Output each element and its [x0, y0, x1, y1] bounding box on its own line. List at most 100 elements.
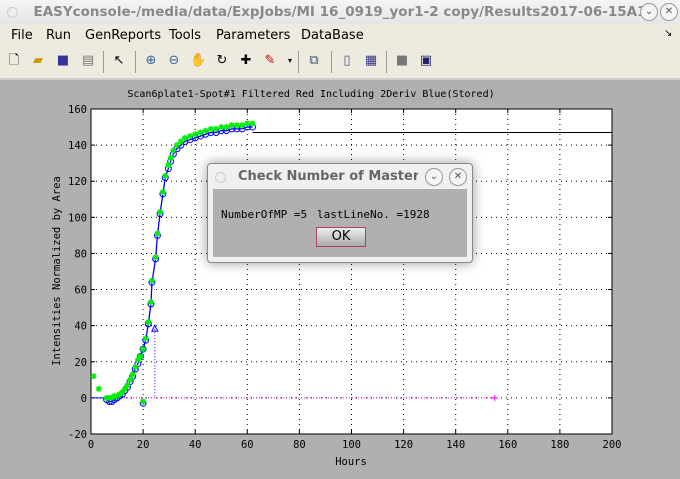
star-point	[197, 129, 204, 136]
minimize-button[interactable]: ⌄	[640, 3, 658, 21]
toolbar: 🗋 ▰ ■ ▤ ↖ ⊕ ⊖ ✋ ↻ ✚ ✎ ▾ ⧉ ▯ ▦ ■ ▣	[0, 46, 680, 80]
star-point	[142, 335, 149, 342]
star-point	[152, 254, 159, 261]
brush-dropdown-icon[interactable]: ▾	[287, 56, 292, 65]
show-plot-icon[interactable]: ▣	[419, 53, 433, 68]
star-point	[167, 154, 174, 161]
link-icon[interactable]: ⧉	[309, 53, 319, 68]
star-point	[137, 353, 144, 360]
star-point	[116, 391, 123, 398]
star-point	[127, 376, 134, 383]
star-point	[202, 127, 209, 134]
print-icon[interactable]: ▤	[81, 53, 95, 68]
star-point	[218, 124, 225, 131]
y-tick-label: -20	[68, 429, 87, 441]
number-of-mp-text: NumberOfMP =5	[221, 208, 308, 221]
check-master-plates-dialog: Check Number of Master Plates ⌄ ✕ Number…	[207, 163, 473, 263]
star-point	[159, 189, 166, 196]
dialog-title: Check Number of Master Plates	[238, 169, 418, 184]
new-file-icon[interactable]: 🗋	[8, 53, 20, 68]
y-tick-label: 40	[74, 321, 87, 333]
x-tick-label: 120	[394, 439, 413, 451]
star-point	[129, 371, 136, 378]
star-point	[249, 120, 256, 127]
star-point	[181, 134, 188, 141]
star-point	[173, 142, 180, 149]
dialog-menu-icon[interactable]	[215, 172, 226, 183]
star-point	[140, 346, 147, 353]
data-cursor-icon[interactable]: ✚	[240, 53, 252, 68]
menu-file[interactable]: File	[11, 28, 33, 43]
star-point	[192, 131, 199, 138]
y-tick-label: 160	[68, 104, 87, 116]
dialog-close-button[interactable]: ✕	[449, 168, 467, 186]
y-tick-label: 80	[74, 248, 87, 260]
star-point	[233, 122, 240, 129]
star-point	[148, 277, 155, 284]
star-point	[147, 299, 154, 306]
star-point	[162, 172, 169, 179]
title-bar: EASYconsole-/media/data/ExpJobs/MI 16_09…	[0, 0, 680, 24]
menu-parameters[interactable]: Parameters	[216, 28, 291, 43]
star-point	[186, 133, 193, 140]
x-tick-label: 0	[88, 439, 94, 451]
star-point	[207, 125, 214, 132]
star-point	[90, 373, 97, 380]
window-title: EASYconsole-/media/data/ExpJobs/MI 16_09…	[33, 4, 647, 20]
y-tick-label: 20	[74, 357, 87, 369]
inflection-marker	[151, 324, 159, 332]
hide-plot-icon[interactable]: ■	[395, 53, 409, 68]
star-point	[95, 385, 102, 392]
x-tick-label: 200	[603, 439, 622, 451]
star-point	[114, 393, 121, 400]
window-menu-icon[interactable]	[7, 7, 18, 18]
star-point	[165, 161, 172, 168]
y-tick-label: 140	[68, 140, 87, 152]
x-tick-label: 20	[137, 439, 150, 451]
close-button[interactable]: ✕	[660, 3, 678, 21]
last-line-text: lastLineNo. =1928	[317, 208, 430, 221]
open-folder-icon[interactable]: ▰	[33, 53, 43, 68]
x-tick-label: 60	[241, 439, 254, 451]
star-point	[177, 138, 184, 145]
save-icon[interactable]: ■	[56, 53, 70, 68]
star-point	[140, 398, 147, 405]
y-tick-label: 100	[68, 212, 87, 224]
menu-tools[interactable]: Tools	[169, 28, 202, 43]
menu-run[interactable]: Run	[46, 28, 71, 43]
star-point	[228, 122, 235, 129]
pointer-icon[interactable]: ↖	[113, 53, 125, 68]
ok-button[interactable]: OK	[316, 227, 366, 247]
pan-hand-icon[interactable]: ✋	[190, 53, 207, 68]
menu-genreports[interactable]: GenReports	[85, 28, 162, 43]
star-point	[157, 208, 164, 215]
dialog-minimize-button[interactable]: ⌄	[425, 168, 443, 186]
colorbar-icon[interactable]: ▯	[343, 53, 351, 68]
star-point	[223, 124, 230, 131]
zoom-out-icon[interactable]: ⊖	[168, 53, 180, 68]
x-tick-label: 160	[498, 439, 517, 451]
legend-icon[interactable]: ▦	[364, 53, 378, 68]
star-point	[119, 389, 126, 396]
baseline-end-marker	[491, 394, 498, 401]
x-tick-label: 180	[550, 439, 569, 451]
undock-icon[interactable]: ↘	[664, 28, 673, 39]
star-point	[124, 382, 131, 389]
star-point	[170, 147, 177, 154]
star-point	[213, 125, 220, 132]
star-point	[145, 319, 152, 326]
rotate-icon[interactable]: ↻	[216, 53, 228, 68]
star-point	[244, 120, 251, 127]
zoom-in-icon[interactable]: ⊕	[145, 53, 157, 68]
menu-bar: File Run GenReports Tools Parameters Dat…	[0, 24, 680, 46]
menu-database[interactable]: DataBase	[301, 28, 364, 43]
star-point	[154, 230, 161, 237]
x-tick-label: 100	[342, 439, 361, 451]
x-axis-label: Hours	[335, 456, 367, 468]
star-point	[239, 122, 246, 129]
x-tick-label: 40	[189, 439, 202, 451]
y-tick-label: 0	[81, 393, 87, 405]
brush-icon[interactable]: ✎	[264, 53, 276, 68]
star-point	[134, 356, 141, 363]
star-point	[132, 364, 139, 371]
